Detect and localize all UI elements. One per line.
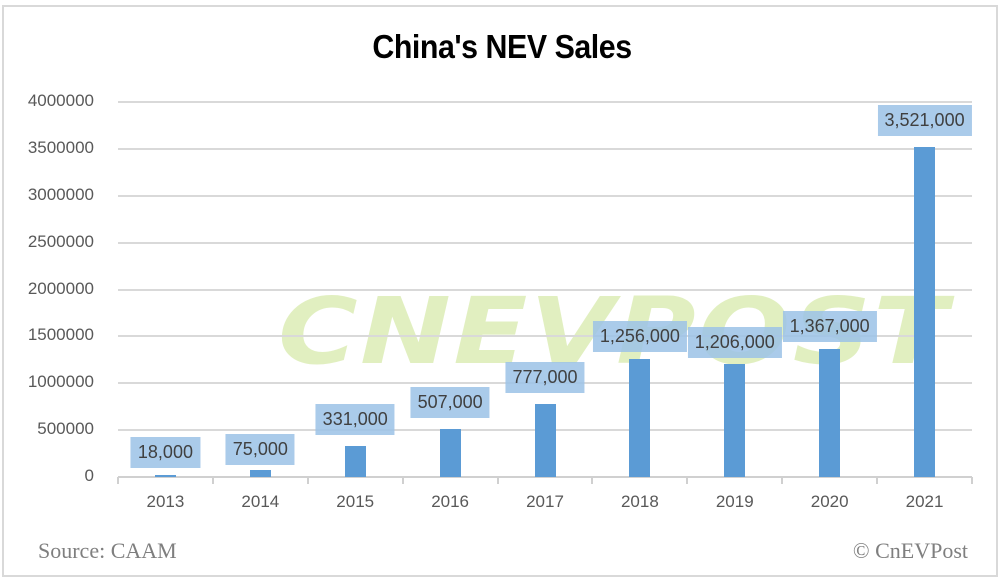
- y-tick-label: 3500000: [27, 137, 94, 157]
- y-tick-label: 2000000: [27, 278, 94, 298]
- bar-2020: [819, 348, 841, 477]
- bar-2017: [534, 404, 556, 477]
- bar-2021: [914, 146, 936, 477]
- y-tick-label: 2500000: [27, 231, 94, 251]
- data-label-2021: 3,521,000: [877, 104, 972, 136]
- x-tick-label: 2016: [431, 492, 470, 511]
- data-label-2020: 1,367,000: [782, 311, 877, 342]
- gridline: [118, 147, 972, 150]
- gridline: [118, 241, 972, 244]
- bar-2016: [439, 429, 461, 477]
- x-axis-line: [118, 476, 972, 478]
- y-tick-label: 4000000: [27, 91, 94, 110]
- copyright-credit: © CnEVPost: [852, 538, 968, 563]
- bar-2018: [629, 359, 651, 477]
- bar-2019: [724, 363, 746, 477]
- gridline: [118, 194, 972, 197]
- data-label-2017: 777,000: [505, 362, 585, 394]
- bar-2013: [154, 475, 176, 477]
- x-tick-label: 2018: [620, 492, 659, 511]
- x-tick-label: 2014: [241, 492, 280, 511]
- chart-frame: [2, 5, 998, 577]
- x-tick-mark: [211, 477, 214, 484]
- data-label-2014: 75,000: [225, 434, 295, 465]
- y-tick-label: 1000000: [27, 372, 94, 392]
- x-tick-mark: [401, 477, 404, 484]
- x-tick-mark: [876, 477, 879, 484]
- chart-title: China's NEV Sales: [372, 28, 632, 65]
- x-tick-mark: [117, 477, 119, 484]
- bar-2014: [249, 469, 271, 477]
- y-tick-label: 1500000: [27, 325, 94, 345]
- x-tick-mark: [686, 477, 689, 484]
- source-note: Source: CAAM: [38, 538, 177, 563]
- bar-2015: [344, 445, 366, 477]
- data-label-2015: 331,000: [315, 403, 395, 435]
- data-label-2018: 1,256,000: [592, 321, 687, 352]
- x-tick-label: 2019: [715, 492, 754, 511]
- x-tick-mark: [496, 477, 499, 484]
- x-tick-label: 2017: [526, 492, 564, 511]
- gridline: [118, 335, 972, 338]
- x-tick-mark: [781, 477, 784, 484]
- x-tick-label: 2021: [905, 492, 944, 511]
- x-tick-label: 2013: [146, 492, 185, 511]
- x-tick-label: 2015: [336, 492, 375, 511]
- x-tick-mark: [306, 477, 309, 484]
- x-tick-label: 2020: [810, 492, 849, 511]
- data-label-2016: 507,000: [410, 387, 490, 419]
- data-label-2013: 18,000: [130, 437, 200, 468]
- y-tick-label: 0: [84, 466, 94, 485]
- y-tick-label: 500000: [37, 419, 94, 439]
- y-tick-label: 3000000: [27, 184, 94, 204]
- x-tick-mark: [591, 477, 594, 484]
- gridline: [118, 101, 972, 103]
- x-tick-mark: [971, 477, 973, 484]
- data-label-2019: 1,206,000: [687, 327, 782, 358]
- gridline: [118, 288, 972, 291]
